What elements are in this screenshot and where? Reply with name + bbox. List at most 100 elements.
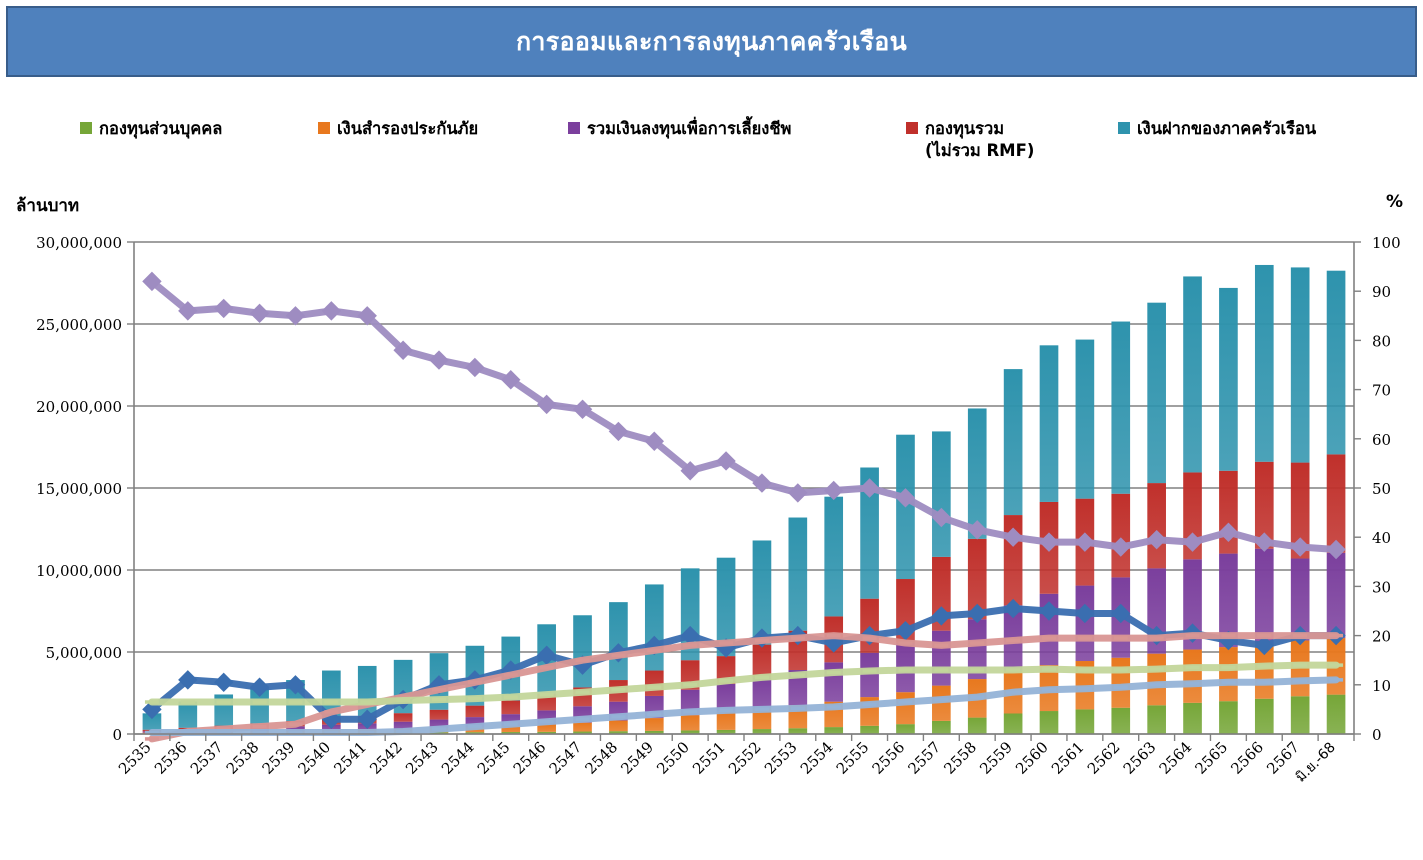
x-axis-category-label: 2558 xyxy=(940,738,980,778)
x-axis-category-label: 2564 xyxy=(1156,738,1196,778)
bar-segment xyxy=(429,709,449,720)
x-axis-category-label: 2553 xyxy=(761,738,801,778)
bar-segment xyxy=(1326,454,1346,553)
line-series-3 xyxy=(144,661,1344,706)
x-axis-category-label: 2552 xyxy=(725,738,765,778)
bar-segment xyxy=(609,602,628,681)
right-axis-tick-label: 70 xyxy=(1372,382,1391,400)
bar-segment xyxy=(1003,369,1023,516)
bar-segment xyxy=(1039,345,1059,502)
x-axis-category-label: 2550 xyxy=(653,738,693,778)
bar-segment xyxy=(429,732,449,734)
bar-segment xyxy=(286,726,305,731)
legend-swatch-icon xyxy=(568,122,580,134)
legend-item-0[interactable]: กองทุนส่วนบุคคล xyxy=(80,118,222,140)
x-axis-category-label: 2560 xyxy=(1012,738,1052,778)
legend-item-1[interactable]: เงินสำรองประกันภัย xyxy=(318,118,478,140)
bar-segment xyxy=(1219,287,1238,471)
line-marker-diamond xyxy=(788,483,808,503)
line-marker-diamond xyxy=(1075,532,1095,552)
line-marker-diamond xyxy=(608,421,629,442)
bar-segment xyxy=(501,732,521,734)
right-axis-tick-label: 0 xyxy=(1372,726,1382,744)
bar-segment xyxy=(1183,276,1202,473)
line-marker-diamond xyxy=(178,670,198,690)
x-axis-category-label: 2557 xyxy=(904,738,944,778)
bar-segment xyxy=(1147,653,1166,706)
bar-segment xyxy=(465,717,485,728)
bar-segment xyxy=(465,732,485,734)
legend-label: รวมเงินลงทุนเพื่อการเลี้ยงชีพ xyxy=(587,119,792,138)
x-axis-category-label: 2547 xyxy=(546,738,586,778)
x-axis-category-label: มิ.ย.-68 xyxy=(1293,740,1339,786)
line-marker-diamond xyxy=(644,431,665,451)
x-axis-category-label: 2545 xyxy=(474,738,514,778)
right-axis-tick-label: 60 xyxy=(1372,431,1391,449)
x-axis-category-label: 2554 xyxy=(797,738,837,778)
line-marker-diamond xyxy=(213,672,234,693)
line-marker-diamond xyxy=(1218,522,1239,542)
line-marker-diamond xyxy=(823,480,844,501)
line-marker-diamond xyxy=(142,271,162,292)
legend-item-4[interactable]: เงินฝากของภาคครัวเรือน xyxy=(1118,118,1316,140)
line-marker-diamond xyxy=(895,488,916,508)
line-path xyxy=(148,676,1340,736)
line-marker-diamond xyxy=(967,603,987,624)
x-axis-category-label: 2549 xyxy=(617,738,657,778)
left-axis-tick-label: 10,000,000 xyxy=(36,562,122,580)
bar-segment xyxy=(788,728,808,734)
line-marker-diamond xyxy=(1039,601,1059,621)
bar-segment xyxy=(1183,559,1202,650)
bar-segment xyxy=(788,517,808,631)
bar-segment xyxy=(1075,585,1095,662)
line-marker-diamond xyxy=(1254,532,1275,552)
legend-sublabel: (ไม่รวม RMF) xyxy=(925,141,1035,160)
legend-item-3[interactable]: กองทุนรวม (ไม่รวม RMF) xyxy=(906,118,1034,162)
line-marker-diamond xyxy=(931,606,952,626)
line-marker-diamond xyxy=(1111,603,1131,624)
x-axis-category-label: 2540 xyxy=(294,738,334,778)
bar-segment xyxy=(609,731,628,734)
bar-segment xyxy=(932,630,951,686)
legend-item-2[interactable]: รวมเงินลงทุนเพื่อการเลี้ยงชีพ xyxy=(568,118,791,140)
bar-segment xyxy=(680,730,700,734)
line-marker-diamond xyxy=(1003,598,1023,619)
legend-label: กองทุนส่วนบุคคล xyxy=(99,119,223,138)
line-marker-diamond xyxy=(357,306,377,326)
right-axis-caption: % xyxy=(1386,192,1404,212)
line-marker-diamond xyxy=(1254,635,1275,656)
x-axis-category-label: 2543 xyxy=(402,738,442,778)
bar-segment xyxy=(537,731,556,734)
bar-segment xyxy=(609,720,628,732)
bar-segment xyxy=(896,692,915,725)
bar-segment xyxy=(322,670,341,719)
bar-segment xyxy=(860,725,879,734)
left-axis-tick-label: 30,000,000 xyxy=(36,234,122,252)
x-axis-category-label: 2563 xyxy=(1120,738,1160,778)
bar-segment xyxy=(537,724,556,732)
line-marker-diamond xyxy=(680,461,700,481)
bar-segment xyxy=(752,644,772,678)
bar-segment xyxy=(1183,702,1202,734)
x-axis-category-label: 2556 xyxy=(869,738,909,778)
bar-segment xyxy=(1111,657,1131,708)
bar-segment xyxy=(573,731,592,734)
right-axis: 0 10 20 30 40 50 60 70 80 90 100 xyxy=(1353,234,1401,744)
bar-segment xyxy=(1003,713,1023,734)
bar-series-4 xyxy=(142,264,1346,730)
bar-segment xyxy=(644,718,664,731)
right-axis-tick-label: 90 xyxy=(1372,283,1391,301)
right-axis-tick-label: 10 xyxy=(1372,677,1391,695)
x-axis-category-label: 2536 xyxy=(151,738,191,778)
x-axis: 2535253625372538253925402541254225432544… xyxy=(115,733,1355,786)
legend-label: กองทุนรวม (ไม่รวม RMF) xyxy=(925,119,1035,160)
line-marker-diamond xyxy=(393,340,413,360)
bar-segment xyxy=(1290,267,1310,463)
line-marker-diamond xyxy=(501,370,521,390)
bar-segment xyxy=(573,722,592,732)
line-marker-diamond xyxy=(285,306,306,326)
x-axis-category-label: 2562 xyxy=(1084,738,1124,778)
bar-segment xyxy=(788,670,808,706)
bar-segment xyxy=(429,719,449,729)
